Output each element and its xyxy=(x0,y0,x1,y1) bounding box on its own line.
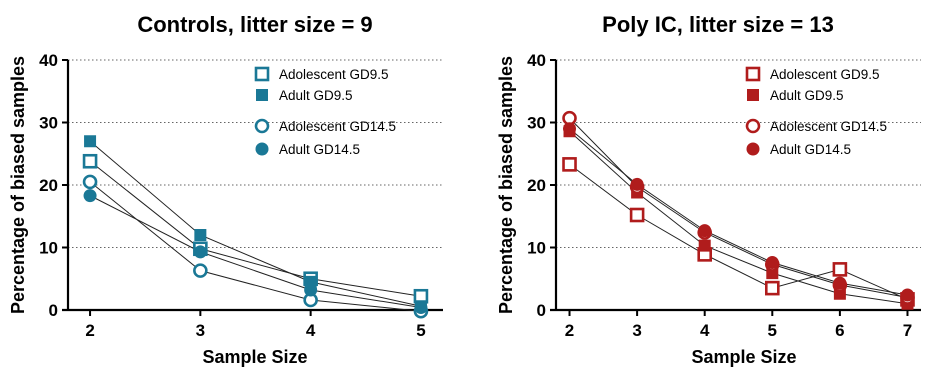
x-tick-label: 4 xyxy=(306,321,316,340)
data-point-adolescent-gd14-5 xyxy=(193,263,208,278)
data-point-adult-gd14-5 xyxy=(83,189,97,203)
legend-label: Adolescent GD14.5 xyxy=(770,119,887,134)
x-tick-label: 3 xyxy=(196,321,205,340)
y-tick-label: 40 xyxy=(39,51,58,70)
legend-label: Adolescent GD9.5 xyxy=(770,67,880,82)
x-tick-label: 2 xyxy=(85,321,94,340)
legend-marker-adolescent-gd14-5 xyxy=(745,118,761,134)
legend-marker-adult-gd14-5 xyxy=(255,142,269,156)
x-axis-label: Sample Size xyxy=(691,347,796,367)
y-tick-label: 30 xyxy=(39,114,58,133)
data-point-adult-gd14-5 xyxy=(900,288,914,302)
chart-panel-controls: Controls, litter size = 9 Percentage of … xyxy=(8,12,443,367)
series-line-adult-gd14-5 xyxy=(89,195,422,308)
legend-label: Adolescent GD9.5 xyxy=(279,67,389,82)
legend-marker-adolescent-gd14-5 xyxy=(254,118,270,134)
data-point-adult-gd14-5 xyxy=(833,276,847,290)
legend-marker-adult-gd9-5 xyxy=(747,89,759,101)
data-point-adult-gd14-5 xyxy=(630,177,644,191)
legend-marker-adult-gd14-5 xyxy=(746,142,760,156)
legend-label: Adult GD9.5 xyxy=(279,88,353,103)
data-point-adult-gd9-5 xyxy=(84,135,97,148)
x-tick-label: 6 xyxy=(835,321,844,340)
data-point-adult-gd14-5 xyxy=(414,301,428,314)
series-line-adolescent-gd14-5 xyxy=(89,181,421,312)
data-point-adult-gd14-5 xyxy=(193,245,207,259)
y-axis-label: Percentage of biased samples xyxy=(8,56,28,314)
data-point-adolescent-gd9-5 xyxy=(562,157,577,172)
data-point-adolescent-gd9-5 xyxy=(629,207,645,223)
y-tick-label: 20 xyxy=(527,176,546,195)
series-line-adolescent-gd14-5 xyxy=(569,117,908,298)
x-tick-label: 4 xyxy=(700,321,710,340)
data-point-adult-gd14-5 xyxy=(765,256,779,269)
legend-marker-adolescent-gd9-5 xyxy=(745,66,761,82)
legend-label: Adolescent GD14.5 xyxy=(279,119,396,134)
x-tick-label: 5 xyxy=(768,321,777,340)
chart-title: Controls, litter size = 9 xyxy=(137,12,372,37)
series-line-adolescent-gd9-5 xyxy=(89,160,422,297)
legend-label: Adult GD9.5 xyxy=(770,88,844,103)
x-tick-label: 2 xyxy=(565,321,574,340)
data-point-adolescent-gd14-5 xyxy=(82,174,98,190)
chart-panel-poly-ic: Poly IC, litter size = 13 Percentage of … xyxy=(496,12,921,367)
series-line-adult-gd9-5 xyxy=(569,130,908,305)
data-point-adolescent-gd9-5 xyxy=(764,280,780,296)
y-tick-label: 10 xyxy=(39,239,58,258)
chart-title: Poly IC, litter size = 13 xyxy=(602,12,834,37)
x-tick-label: 3 xyxy=(632,321,641,340)
y-tick-label: 30 xyxy=(527,114,546,133)
series-line-adult-gd14-5 xyxy=(569,128,908,296)
data-point-adult-gd14-5 xyxy=(698,224,712,238)
data-point-adult-gd14-5 xyxy=(304,283,318,297)
series-line-adolescent-gd9-5 xyxy=(569,163,908,300)
legend-marker-adolescent-gd9-5 xyxy=(254,66,270,82)
legend-label: Adult GD14.5 xyxy=(770,142,851,157)
x-tick-label: 5 xyxy=(416,321,425,340)
data-point-adult-gd14-5 xyxy=(563,122,577,136)
data-point-adolescent-gd9-5 xyxy=(832,262,848,277)
x-tick-label: 7 xyxy=(903,321,912,340)
y-tick-label: 10 xyxy=(527,239,546,258)
series-line-adult-gd9-5 xyxy=(89,140,422,307)
y-tick-label: 20 xyxy=(39,176,58,195)
y-axis-label: Percentage of biased samples xyxy=(496,56,516,314)
legend-label: Adult GD14.5 xyxy=(279,142,360,157)
y-tick-label: 0 xyxy=(537,301,546,320)
y-tick-label: 40 xyxy=(527,51,546,70)
data-point-adult-gd9-5 xyxy=(194,229,207,241)
data-point-adolescent-gd9-5 xyxy=(82,153,98,169)
legend-marker-adult-gd9-5 xyxy=(256,89,268,101)
y-tick-label: 0 xyxy=(49,301,58,320)
data-point-adult-gd9-5 xyxy=(698,239,711,252)
x-axis-label: Sample Size xyxy=(202,347,307,367)
